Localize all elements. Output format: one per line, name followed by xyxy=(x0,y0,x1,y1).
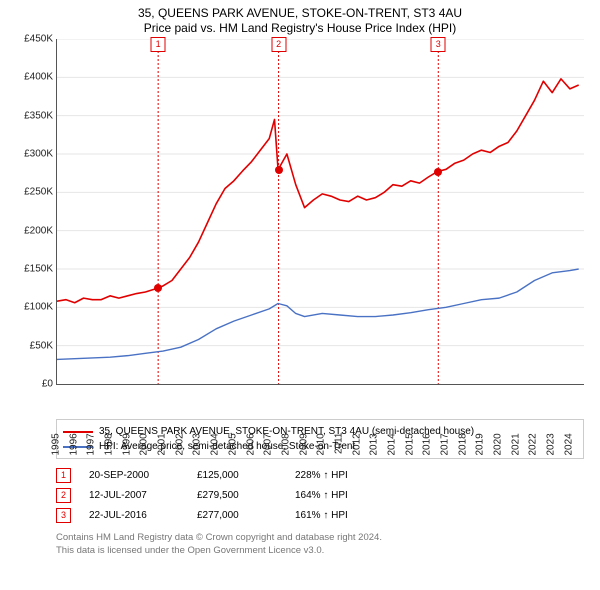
event-date: 20-SEP-2000 xyxy=(89,470,179,481)
x-tick-label: 2023 xyxy=(546,433,557,455)
x-tick-label: 2006 xyxy=(245,433,256,455)
event-price: £125,000 xyxy=(197,470,277,481)
x-tick-label: 1996 xyxy=(68,433,79,455)
event-pct: 161% ↑ HPI xyxy=(295,510,385,521)
x-tick-label: 2010 xyxy=(316,433,327,455)
x-tick-label: 2001 xyxy=(157,433,168,455)
event-price: £279,500 xyxy=(197,490,277,501)
x-tick-label: 2012 xyxy=(351,433,362,455)
y-tick-label: £400K xyxy=(11,72,53,83)
event-marker-box: 2 xyxy=(271,37,286,52)
event-number-box: 2 xyxy=(56,488,71,503)
y-tick-label: £50K xyxy=(11,340,53,351)
y-tick-label: £150K xyxy=(11,264,53,275)
event-point-marker xyxy=(434,168,442,176)
event-point-marker xyxy=(275,166,283,174)
attribution-line: This data is licensed under the Open Gov… xyxy=(56,544,584,557)
event-date: 22-JUL-2016 xyxy=(89,510,179,521)
attribution: Contains HM Land Registry data © Crown c… xyxy=(56,531,584,558)
y-tick-label: £300K xyxy=(11,149,53,160)
event-pct: 228% ↑ HPI xyxy=(295,470,385,481)
event-price: £277,000 xyxy=(197,510,277,521)
x-tick-label: 2014 xyxy=(387,433,398,455)
title-subtitle: Price paid vs. HM Land Registry's House … xyxy=(10,21,590,35)
x-tick-label: 1998 xyxy=(104,433,115,455)
event-row: 3 22-JUL-2016 £277,000 161% ↑ HPI xyxy=(56,505,584,525)
plot-area: £0£50K£100K£150K£200K£250K£300K£350K£400… xyxy=(56,39,584,385)
attribution-line: Contains HM Land Registry data © Crown c… xyxy=(56,531,584,544)
y-tick-label: £0 xyxy=(11,379,53,390)
x-tick-label: 2009 xyxy=(298,433,309,455)
event-number-box: 3 xyxy=(56,508,71,523)
legend-swatch xyxy=(63,431,93,433)
chart-titles: 35, QUEENS PARK AVENUE, STOKE-ON-TRENT, … xyxy=(10,6,590,35)
x-tick-label: 2007 xyxy=(263,433,274,455)
x-tick-label: 2021 xyxy=(510,433,521,455)
x-tick-label: 2004 xyxy=(210,433,221,455)
event-marker-box: 3 xyxy=(431,37,446,52)
x-tick-label: 2008 xyxy=(280,433,291,455)
event-pct: 164% ↑ HPI xyxy=(295,490,385,501)
x-tick-label: 2002 xyxy=(174,433,185,455)
event-number-box: 1 xyxy=(56,468,71,483)
x-tick-label: 2000 xyxy=(139,433,150,455)
event-marker-box: 1 xyxy=(151,37,166,52)
chart-svg xyxy=(57,39,584,384)
event-row: 2 12-JUL-2007 £279,500 164% ↑ HPI xyxy=(56,485,584,505)
y-tick-label: £200K xyxy=(11,225,53,236)
x-tick-label: 2018 xyxy=(457,433,468,455)
y-tick-label: £250K xyxy=(11,187,53,198)
x-tick-label: 2019 xyxy=(475,433,486,455)
events-table: 1 20-SEP-2000 £125,000 228% ↑ HPI 2 12-J… xyxy=(56,465,584,525)
title-address: 35, QUEENS PARK AVENUE, STOKE-ON-TRENT, … xyxy=(10,6,590,20)
price-chart: £0£50K£100K£150K£200K£250K£300K£350K£400… xyxy=(56,39,584,409)
x-tick-label: 1995 xyxy=(51,433,62,455)
x-tick-label: 2022 xyxy=(528,433,539,455)
x-tick-label: 2013 xyxy=(369,433,380,455)
x-tick-label: 2015 xyxy=(404,433,415,455)
x-tick-label: 2017 xyxy=(440,433,451,455)
x-tick-label: 2003 xyxy=(192,433,203,455)
event-date: 12-JUL-2007 xyxy=(89,490,179,501)
x-tick-label: 2020 xyxy=(493,433,504,455)
event-point-marker xyxy=(154,284,162,292)
x-tick-label: 2024 xyxy=(563,433,574,455)
y-tick-label: £450K xyxy=(11,34,53,45)
y-tick-label: £350K xyxy=(11,110,53,121)
x-tick-label: 1997 xyxy=(86,433,97,455)
y-tick-label: £100K xyxy=(11,302,53,313)
x-tick-label: 2016 xyxy=(422,433,433,455)
x-tick-label: 2011 xyxy=(333,433,344,455)
x-tick-label: 2005 xyxy=(227,433,238,455)
x-tick-label: 1999 xyxy=(121,433,132,455)
event-row: 1 20-SEP-2000 £125,000 228% ↑ HPI xyxy=(56,465,584,485)
